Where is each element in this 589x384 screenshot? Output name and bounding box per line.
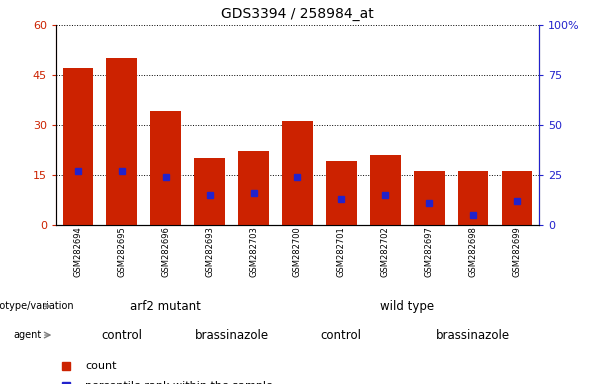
Text: arf2 mutant: arf2 mutant (130, 300, 201, 313)
Text: GSM282695: GSM282695 (117, 226, 126, 277)
Bar (194, 158, 225, 225)
Text: count: count (85, 361, 117, 371)
Bar (107, 58, 137, 225)
Text: GSM282694: GSM282694 (74, 226, 82, 277)
Text: GSM282697: GSM282697 (425, 226, 434, 277)
Bar (238, 151, 269, 225)
Text: GSM282703: GSM282703 (249, 226, 258, 277)
Bar (414, 171, 445, 225)
Text: GSM282698: GSM282698 (469, 226, 478, 277)
Text: wild type: wild type (380, 300, 434, 313)
Text: GSM282693: GSM282693 (205, 226, 214, 277)
Text: genotype/variation: genotype/variation (0, 301, 74, 311)
Bar (62, 68, 93, 225)
Text: GSM282696: GSM282696 (161, 226, 170, 277)
Title: GDS3394 / 258984_at: GDS3394 / 258984_at (221, 7, 374, 21)
Text: GSM282700: GSM282700 (293, 226, 302, 277)
Bar (150, 111, 181, 225)
Bar (282, 121, 313, 225)
Text: agent: agent (14, 330, 42, 340)
Text: control: control (101, 329, 143, 341)
Text: percentile rank within the sample: percentile rank within the sample (85, 381, 273, 384)
Text: GSM282701: GSM282701 (337, 226, 346, 277)
Bar (326, 161, 357, 225)
Bar (458, 171, 488, 225)
Bar (502, 171, 532, 225)
Text: control: control (321, 329, 362, 341)
Text: brassinazole: brassinazole (436, 329, 510, 341)
Text: brassinazole: brassinazole (194, 329, 269, 341)
Text: GSM282702: GSM282702 (380, 226, 390, 277)
Text: GSM282699: GSM282699 (512, 226, 521, 277)
Bar (370, 155, 401, 225)
